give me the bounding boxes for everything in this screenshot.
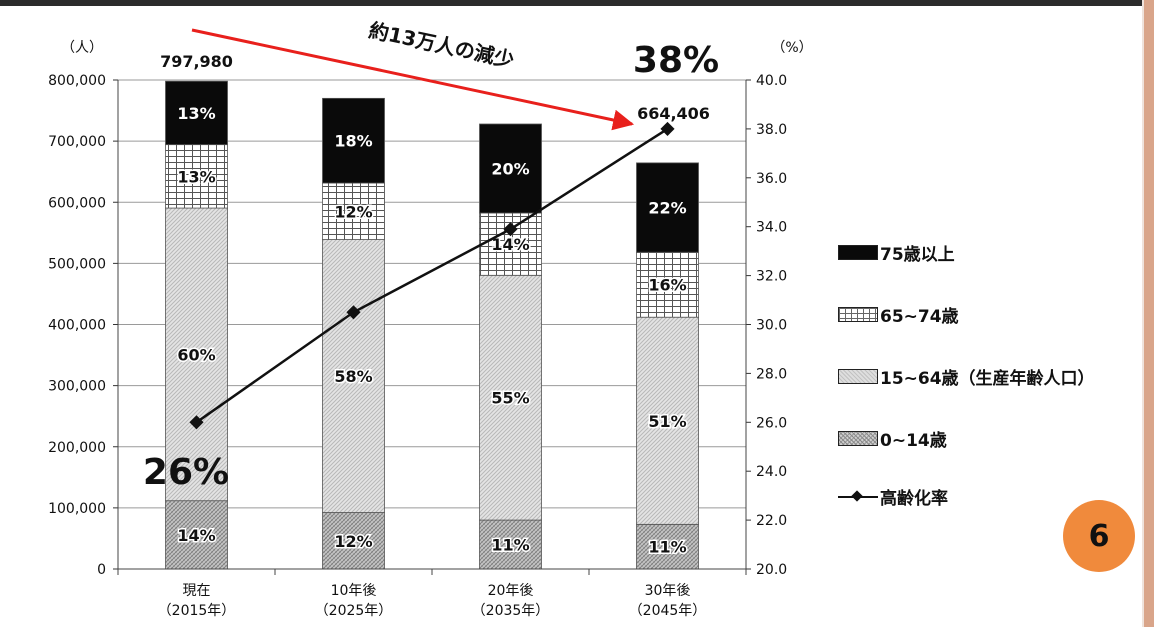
bar-segment-c0 bbox=[479, 519, 542, 570]
right-tick-label: 26.0 bbox=[756, 415, 787, 431]
aging-rate-point bbox=[189, 415, 204, 430]
legend-label-65-74: 65~74歳 bbox=[880, 306, 959, 327]
x-tick-label: 現在 bbox=[183, 583, 211, 599]
legend-swatch-0-14 bbox=[838, 430, 878, 446]
bar-data-label: 12% bbox=[334, 202, 372, 221]
bar-segment-c0 bbox=[636, 523, 699, 570]
legend-item-aging-rate: 高齢化率 bbox=[838, 484, 948, 509]
total-label: 664,406 bbox=[637, 104, 710, 123]
x-tick-sublabel: （2035年） bbox=[472, 603, 550, 619]
right-border-inner bbox=[1142, 0, 1144, 627]
bar-data-label: 13% bbox=[177, 104, 215, 123]
bar-segment-c3 bbox=[322, 97, 385, 184]
right-tick-label: 38.0 bbox=[756, 122, 787, 138]
legend-item-65-74: 65~74歳 bbox=[838, 302, 959, 327]
right-tick-label: 40.0 bbox=[756, 73, 787, 89]
bar-data-label: 14% bbox=[491, 235, 529, 254]
bar-segment-c3 bbox=[636, 162, 699, 253]
end-rate-annotation: 38% bbox=[633, 40, 719, 81]
bar-data-label: 13% bbox=[177, 167, 215, 186]
x-tick-label: 30年後 bbox=[645, 583, 691, 599]
left-tick-label: 800,000 bbox=[48, 73, 106, 89]
legend-swatch-15-64 bbox=[838, 368, 878, 384]
left-tick-label: 600,000 bbox=[48, 195, 106, 211]
bar-segment-c0 bbox=[165, 500, 228, 570]
bar-segment-c1 bbox=[479, 274, 542, 521]
bar-data-label: 22% bbox=[648, 199, 686, 218]
legend-swatch-75plus bbox=[838, 244, 878, 260]
left-tick-label: 300,000 bbox=[48, 379, 106, 395]
x-tick-label: 10年後 bbox=[331, 583, 377, 599]
bar-data-label: 58% bbox=[334, 367, 372, 386]
legend-item-0-14: 0~14歳 bbox=[838, 426, 947, 451]
bar-segment-c2 bbox=[165, 144, 228, 209]
start-rate-annotation: 26% bbox=[143, 452, 229, 493]
bar-segment-c3 bbox=[165, 80, 228, 146]
legend-label-0-14: 0~14歳 bbox=[880, 430, 947, 451]
right-axis-unit: （%） bbox=[771, 40, 812, 56]
right-tick-label: 30.0 bbox=[756, 318, 787, 334]
right-tick-label: 36.0 bbox=[756, 171, 787, 187]
left-tick-label: 500,000 bbox=[48, 256, 106, 272]
decline-arrow bbox=[191, 28, 635, 131]
left-tick-label: 700,000 bbox=[48, 134, 106, 150]
legend-label-15-64: 15~64歳（生産年齢人口） bbox=[880, 368, 1095, 389]
right-tick-label: 32.0 bbox=[756, 269, 787, 285]
x-tick-sublabel: （2015年） bbox=[158, 603, 236, 619]
right-tick-label: 22.0 bbox=[756, 513, 787, 529]
legend-item-15-64: 15~64歳（生産年齢人口） bbox=[838, 364, 1095, 389]
bar-segment-c1 bbox=[636, 316, 699, 525]
aging-rate-point bbox=[503, 222, 518, 237]
x-tick-sublabel: （2025年） bbox=[315, 603, 393, 619]
aging-rate-line bbox=[195, 127, 669, 424]
x-tick-label: 20年後 bbox=[488, 583, 534, 599]
top-border bbox=[0, 0, 1154, 6]
right-tick-label: 34.0 bbox=[756, 220, 787, 236]
x-tick-sublabel: （2045年） bbox=[629, 603, 707, 619]
left-axis-unit: （人） bbox=[61, 40, 103, 56]
bar-data-label: 11% bbox=[491, 536, 529, 555]
total-label: 797,980 bbox=[160, 52, 233, 71]
bar-data-label: 14% bbox=[177, 526, 215, 545]
right-tick-label: 20.0 bbox=[756, 562, 787, 578]
right-tick-label: 28.0 bbox=[756, 366, 787, 382]
right-tick-label: 24.0 bbox=[756, 464, 787, 480]
aging-rate-point bbox=[346, 305, 361, 320]
decline-annotation: 約13万人の減少 bbox=[367, 18, 517, 72]
bar-data-label: 11% bbox=[648, 538, 686, 557]
page-number-badge: 6 bbox=[1063, 500, 1135, 572]
bar-segment-c2 bbox=[636, 251, 699, 318]
left-tick-label: 200,000 bbox=[48, 440, 106, 456]
bar-data-label: 20% bbox=[491, 160, 529, 179]
legend-label-75plus: 75歳以上 bbox=[880, 244, 955, 265]
left-tick-label: 0 bbox=[97, 562, 106, 578]
bar-segment-c1 bbox=[165, 207, 228, 502]
bar-data-label: 12% bbox=[334, 532, 372, 551]
bar-segment-c1 bbox=[322, 239, 385, 513]
bar-data-label: 18% bbox=[334, 132, 372, 151]
bar-data-label: 55% bbox=[491, 389, 529, 408]
left-tick-label: 400,000 bbox=[48, 318, 106, 334]
bar-segment-c3 bbox=[479, 123, 542, 214]
legend-swatch-65-74 bbox=[838, 306, 878, 322]
bar-data-label: 60% bbox=[177, 345, 215, 364]
legend-swatch-aging-rate bbox=[838, 489, 878, 504]
left-tick-label: 100,000 bbox=[48, 501, 106, 517]
aging-rate-point bbox=[660, 121, 675, 136]
bar-data-label: 16% bbox=[648, 276, 686, 295]
bar-data-label: 51% bbox=[648, 412, 686, 431]
legend-item-75plus: 75歳以上 bbox=[838, 240, 955, 265]
legend-label-aging-rate: 高齢化率 bbox=[880, 488, 948, 509]
right-border bbox=[1144, 0, 1154, 627]
